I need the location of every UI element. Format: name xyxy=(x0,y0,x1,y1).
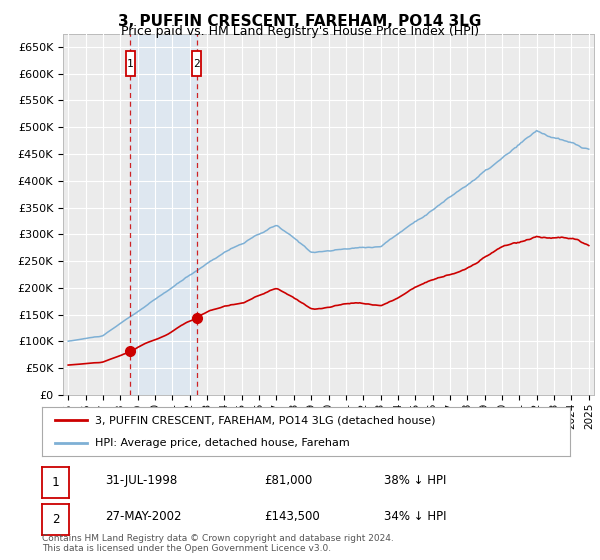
Text: 3, PUFFIN CRESCENT, FAREHAM, PO14 3LG (detached house): 3, PUFFIN CRESCENT, FAREHAM, PO14 3LG (d… xyxy=(95,416,436,426)
Text: 2: 2 xyxy=(193,59,200,68)
Bar xyxy=(130,34,197,395)
Text: Contains HM Land Registry data © Crown copyright and database right 2024.
This d: Contains HM Land Registry data © Crown c… xyxy=(42,534,394,553)
Text: 27-MAY-2002: 27-MAY-2002 xyxy=(105,510,182,523)
Text: 2: 2 xyxy=(52,513,59,526)
Text: 1: 1 xyxy=(52,477,59,489)
Text: Price paid vs. HM Land Registry's House Price Index (HPI): Price paid vs. HM Land Registry's House … xyxy=(121,25,479,38)
FancyBboxPatch shape xyxy=(125,51,135,76)
Text: £81,000: £81,000 xyxy=(264,474,312,487)
Text: 38% ↓ HPI: 38% ↓ HPI xyxy=(384,474,446,487)
Text: 34% ↓ HPI: 34% ↓ HPI xyxy=(384,510,446,523)
Text: £143,500: £143,500 xyxy=(264,510,320,523)
FancyBboxPatch shape xyxy=(192,51,202,76)
Text: HPI: Average price, detached house, Fareham: HPI: Average price, detached house, Fare… xyxy=(95,438,350,448)
Text: 3, PUFFIN CRESCENT, FAREHAM, PO14 3LG: 3, PUFFIN CRESCENT, FAREHAM, PO14 3LG xyxy=(118,14,482,29)
Text: 31-JUL-1998: 31-JUL-1998 xyxy=(105,474,177,487)
Text: 1: 1 xyxy=(127,59,134,68)
